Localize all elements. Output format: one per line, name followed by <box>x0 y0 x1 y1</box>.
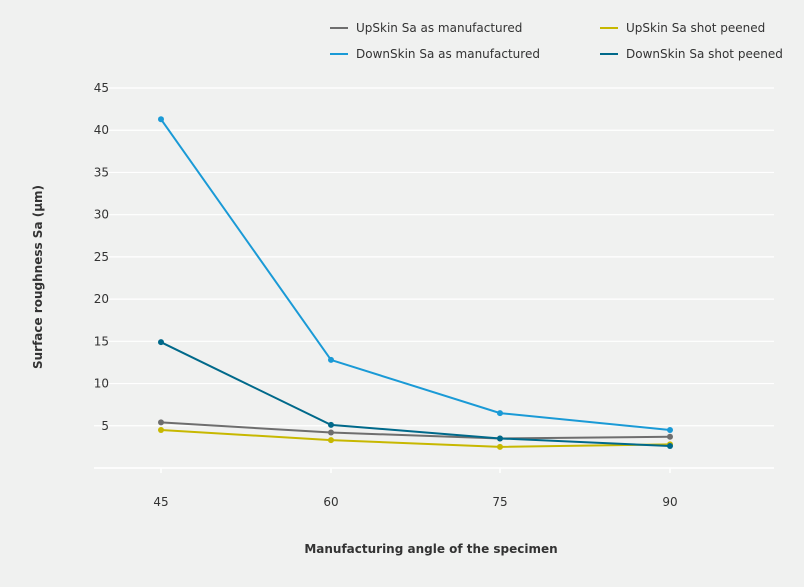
y-tick-label: 15 <box>94 334 109 348</box>
series-line <box>160 421 671 440</box>
data-point <box>497 435 503 442</box>
x-tick-label: 90 <box>662 495 677 509</box>
data-point <box>328 437 334 444</box>
y-tick-label: 45 <box>94 81 109 95</box>
legend-item: DownSkin Sa shot peened <box>600 47 783 61</box>
legend-item: UpSkin Sa as manufactured <box>330 21 522 35</box>
series-downskin-sa-shot-peened <box>158 339 673 450</box>
data-point <box>158 116 164 123</box>
y-tick-label: 10 <box>94 377 109 391</box>
data-point <box>328 421 334 428</box>
y-tick-label: 30 <box>94 208 109 222</box>
data-point <box>667 443 673 450</box>
y-tick-label: 35 <box>94 165 109 179</box>
x-tick-label: 60 <box>323 495 338 509</box>
x-tick-label: 45 <box>153 495 168 509</box>
series-line <box>160 118 671 431</box>
y-tick-label: 40 <box>94 123 109 137</box>
legend-label: UpSkin Sa shot peened <box>626 21 765 35</box>
y-tick-label: 5 <box>101 419 109 433</box>
data-point <box>158 419 164 426</box>
data-point <box>328 429 334 436</box>
data-point <box>328 356 334 363</box>
series-line <box>160 341 671 448</box>
series-downskin-sa-as-manufactured <box>158 116 673 433</box>
legend-label: DownSkin Sa as manufactured <box>356 47 540 61</box>
x-axis-label: Manufacturing angle of the specimen <box>304 542 557 556</box>
data-point <box>497 443 503 450</box>
data-point <box>667 427 673 433</box>
series-line <box>160 429 671 448</box>
y-axis-label: Surface roughness Sa (µm) <box>31 185 45 369</box>
data-point <box>497 410 503 417</box>
legend-label: DownSkin Sa shot peened <box>626 47 783 61</box>
y-tick-label: 25 <box>94 250 109 264</box>
data-point <box>158 427 164 433</box>
series-upskin-sa-as-manufactured <box>158 419 673 442</box>
data-point <box>158 339 164 346</box>
data-point <box>667 433 673 440</box>
y-tick-label: 20 <box>94 292 109 306</box>
x-tick-label: 75 <box>492 495 507 509</box>
legend-item: UpSkin Sa shot peened <box>600 21 765 35</box>
legend-item: DownSkin Sa as manufactured <box>330 47 540 61</box>
legend-label: UpSkin Sa as manufactured <box>356 21 522 35</box>
